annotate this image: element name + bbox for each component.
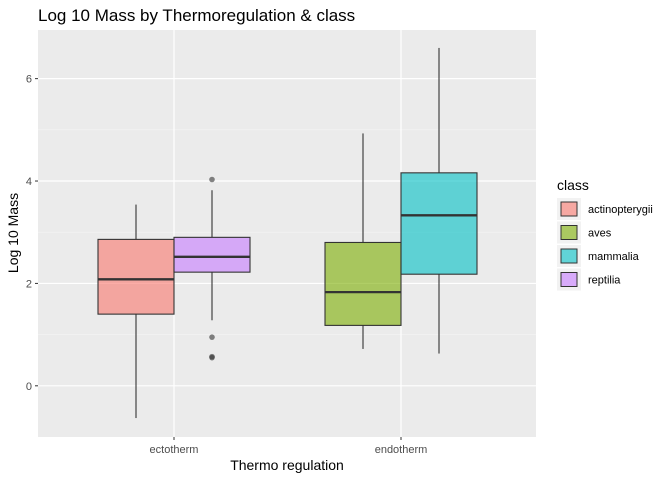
y-axis-title: Log 10 Mass [5, 193, 21, 273]
outlier-point [209, 334, 215, 340]
legend-label-actinopterygii: actinopterygii [588, 204, 653, 216]
x-tick-label: endotherm [375, 444, 428, 456]
legend-label-reptilia: reptilia [588, 275, 621, 287]
box-body [97, 238, 175, 315]
legend-swatch-aves [560, 225, 578, 240]
box-endotherm-aves [324, 133, 402, 349]
chart-title: Log 10 Mass by Thermoregulation & class [38, 6, 355, 25]
legend: class actinopterygii aves mammalia reptilia [557, 177, 653, 291]
x-axis-title: Thermo regulation [230, 457, 344, 473]
y-tick-label: 6 [26, 74, 32, 86]
box-body [173, 236, 251, 273]
box-layer [97, 47, 478, 419]
y-tick-label: 4 [26, 176, 32, 188]
box-endotherm-mammalia [400, 47, 478, 354]
outlier-point [209, 354, 215, 361]
box-body [324, 241, 402, 326]
legend-label-mammalia: mammalia [588, 251, 640, 263]
legend-swatch-mammalia [560, 248, 578, 264]
y-tick-label: 0 [26, 381, 32, 393]
box-body [400, 172, 478, 275]
y-tick-label: 2 [26, 278, 32, 290]
x-tick-label: ectotherm [150, 444, 199, 456]
y-axis: 0 2 4 6 [26, 74, 38, 393]
legend-label-aves: aves [588, 228, 612, 240]
box-ectotherm-actinopterygii [97, 204, 175, 419]
legend-title: class [557, 177, 589, 193]
box-ectotherm-reptilia [173, 176, 251, 361]
legend-swatch-actinopterygii [560, 201, 578, 217]
legend-swatch-reptilia [560, 272, 578, 287]
x-axis: ectotherm endotherm [150, 437, 428, 456]
outlier-point [209, 176, 215, 183]
